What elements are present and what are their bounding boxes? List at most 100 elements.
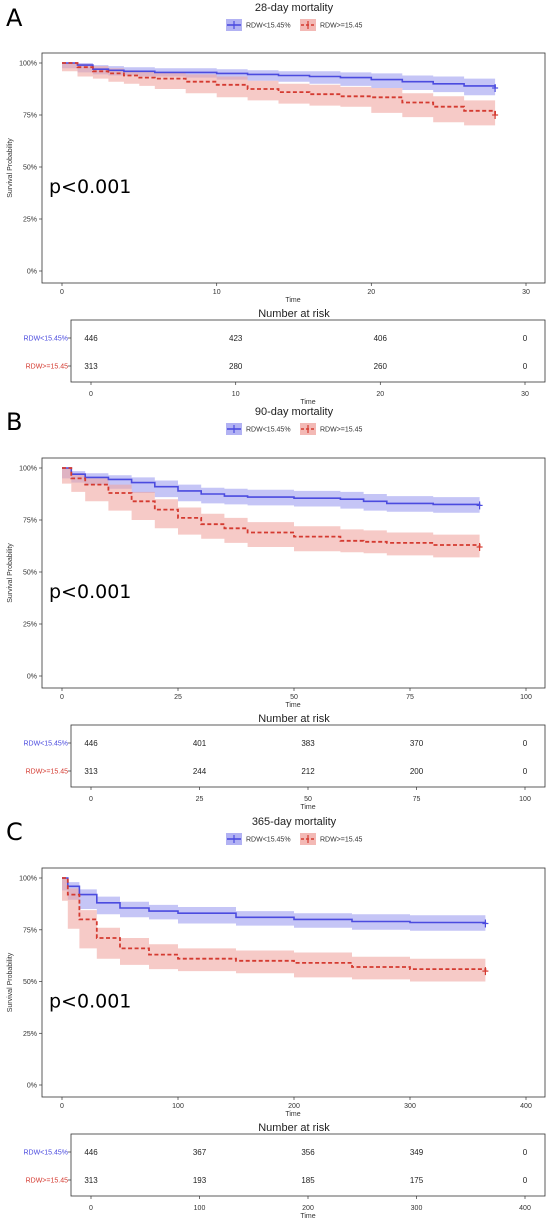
y-axis-title: Survival Probability: [7, 952, 14, 1012]
risk-value: 0: [523, 1148, 528, 1157]
risk-value: 446: [84, 334, 98, 343]
risk-value: 0: [523, 1176, 528, 1185]
risk-value: 423: [229, 334, 243, 343]
risk-value: 446: [84, 1148, 98, 1157]
risk-x-tick-label: 100: [194, 1205, 206, 1212]
x-tick-label: 20: [367, 289, 375, 296]
survival-curve-2: [62, 467, 481, 547]
x-tick-label: 75: [406, 694, 414, 701]
panel-a: A 28-day mortality RDW<15.45% RDW>=15.45 0% 2…: [6, 2, 546, 406]
risk-value: 383: [301, 739, 315, 748]
x-tick-label: 400: [520, 1103, 532, 1110]
risk-x-axis-title: Time: [300, 804, 315, 811]
p-value: p<0.001: [49, 991, 131, 1013]
chart-title: 90-day mortality: [255, 406, 334, 418]
risk-value: 185: [301, 1176, 315, 1185]
risk-x-tick-label: 50: [304, 796, 312, 803]
risk-value: 367: [193, 1148, 207, 1157]
confidence-band-2: [62, 468, 480, 558]
legend-label: RDW<15.45%: [246, 427, 291, 434]
risk-value: 193: [193, 1176, 207, 1185]
x-axis-title: Time: [285, 1111, 300, 1118]
legend: RDW<15.45% RDW>=15.45: [226, 19, 363, 31]
legend: RDW<15.45% RDW>=15.45: [226, 833, 363, 845]
y-tick-label: 75%: [23, 113, 37, 120]
risk-value: 212: [301, 767, 315, 776]
legend: RDW<15.45% RDW>=15.45: [226, 423, 363, 435]
chart-title: 365-day mortality: [252, 816, 337, 828]
risk-table-frame: [70, 319, 546, 383]
risk-x-tick-label: 0: [89, 391, 93, 398]
risk-value: 313: [84, 362, 98, 371]
x-tick-label: 0: [60, 289, 64, 296]
plot-frame: [41, 457, 546, 689]
risk-x-tick-label: 200: [302, 1205, 314, 1212]
confidence-band-2: [62, 878, 486, 982]
survival-curve-2: [62, 877, 487, 972]
y-axis-title: Survival Probability: [7, 138, 14, 198]
risk-x-tick-label: 100: [519, 796, 531, 803]
risk-row-label: RDW>=15.45: [26, 769, 69, 776]
risk-x-tick-label: 400: [519, 1205, 531, 1212]
risk-x-tick-label: 75: [413, 796, 421, 803]
risk-value: 313: [84, 1176, 98, 1185]
risk-table-frame: [70, 724, 546, 788]
risk-row-label: RDW>=15.45: [26, 364, 69, 371]
risk-x-tick-label: 25: [196, 796, 204, 803]
risk-value: 401: [193, 739, 207, 748]
x-tick-label: 25: [174, 694, 182, 701]
risk-x-tick-label: 0: [89, 796, 93, 803]
p-value: p<0.001: [49, 581, 131, 603]
risk-value: 280: [229, 362, 243, 371]
confidence-band-1: [62, 878, 486, 931]
x-tick-label: 30: [522, 289, 530, 296]
panel-c: C 365-day mortality RDW<15.45% RDW>=15.45 0%…: [6, 816, 546, 1220]
x-tick-label: 50: [290, 694, 298, 701]
x-tick-label: 200: [288, 1103, 300, 1110]
y-tick-label: 25%: [23, 622, 37, 629]
risk-value: 260: [374, 362, 388, 371]
risk-x-tick-label: 20: [376, 391, 384, 398]
risk-value: 200: [410, 767, 424, 776]
risk-value: 313: [84, 767, 98, 776]
risk-x-tick-label: 0: [89, 1205, 93, 1212]
y-tick-label: 75%: [23, 927, 37, 934]
p-value: p<0.001: [49, 176, 131, 198]
risk-x-tick-label: 30: [521, 391, 529, 398]
y-tick-label: 50%: [23, 570, 37, 577]
risk-value: 175: [410, 1176, 424, 1185]
legend-label: RDW>=15.45: [320, 837, 363, 844]
risk-table-title: Number at risk: [258, 1122, 330, 1134]
y-tick-label: 100%: [19, 466, 37, 473]
legend-label: RDW>=15.45: [320, 427, 363, 434]
panel-b: B 90-day mortality RDW<15.45% RDW>=15.45 0% 2…: [6, 406, 546, 811]
y-tick-label: 0%: [27, 269, 37, 276]
risk-value: 0: [523, 739, 528, 748]
panel-letter: B: [6, 408, 22, 436]
x-tick-label: 100: [520, 694, 532, 701]
y-tick-label: 25%: [23, 217, 37, 224]
risk-x-axis-title: Time: [300, 1213, 315, 1220]
x-tick-label: 100: [172, 1103, 184, 1110]
survival-curve-2: [62, 62, 496, 115]
survival-curve-1: [62, 62, 496, 88]
risk-value: 446: [84, 739, 98, 748]
x-tick-label: 0: [60, 1103, 64, 1110]
x-axis-title: Time: [285, 297, 300, 304]
risk-x-axis-title: Time: [300, 399, 315, 406]
risk-value: 356: [301, 1148, 315, 1157]
risk-row-label: RDW<15.45%: [23, 741, 68, 748]
y-tick-label: 25%: [23, 1031, 37, 1038]
y-tick-label: 50%: [23, 165, 37, 172]
y-tick-label: 100%: [19, 876, 37, 883]
legend-label: RDW<15.45%: [246, 837, 291, 844]
y-tick-label: 100%: [19, 61, 37, 68]
risk-row-label: RDW>=15.45: [26, 1178, 69, 1185]
y-tick-label: 0%: [27, 674, 37, 681]
y-axis-title: Survival Probability: [7, 543, 14, 603]
risk-row-label: RDW<15.45%: [23, 336, 68, 343]
risk-value: 0: [523, 362, 528, 371]
x-tick-label: 10: [213, 289, 221, 296]
